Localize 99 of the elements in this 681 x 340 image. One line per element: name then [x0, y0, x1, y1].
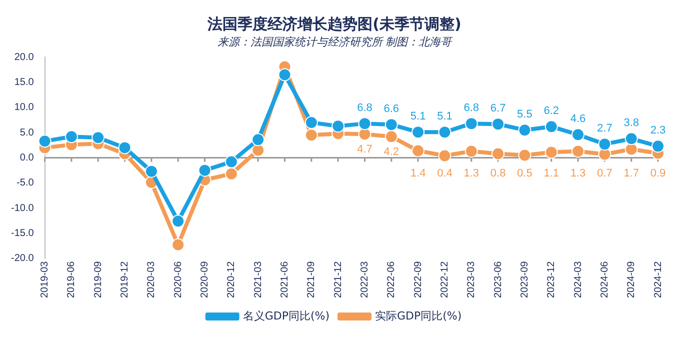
data-label: 0.5: [517, 167, 532, 180]
chart-title: 法国季度经济增长趋势图(未季节调整): [206, 14, 462, 33]
x-tick-label: 2019-06: [66, 260, 78, 298]
x-tick-label: 2023-12: [546, 260, 558, 298]
data-label: 6.8: [357, 102, 372, 114]
x-tick-label: 2023-09: [519, 260, 530, 298]
point: [304, 116, 318, 130]
legend-label: 实际GDP同比(%): [375, 309, 462, 322]
y-tick-label: 5.0: [20, 127, 34, 138]
point: [198, 164, 212, 177]
point: [92, 131, 105, 144]
data-label: 5.5: [517, 108, 532, 121]
point: [624, 132, 638, 146]
x-tick-label: 2020-09: [200, 260, 211, 298]
point: [572, 144, 585, 158]
x-tick-label: 2022-06: [386, 260, 398, 298]
y-tick-label: 15.0: [14, 77, 34, 88]
data-label: 2.7: [597, 122, 612, 135]
x-tick-label: 2021-12: [332, 260, 344, 298]
point: [384, 118, 398, 132]
data-label: 6.2: [544, 105, 560, 118]
point: [438, 126, 452, 139]
x-tick-label: 2024-09: [626, 260, 638, 298]
point: [144, 164, 158, 178]
x-tick-label: 2021-06: [279, 260, 290, 298]
x-tick-label: 2021-09: [306, 260, 318, 298]
point: [572, 128, 585, 142]
point: [252, 144, 265, 157]
data-label: 6.6: [384, 103, 400, 116]
x-tick-label: 2021-03: [252, 260, 264, 298]
point: [624, 142, 638, 156]
legend-label: 名义GDP同比(%): [242, 309, 330, 322]
point: [224, 167, 238, 180]
x-tick-label: 2019-09: [92, 260, 104, 298]
point: [304, 128, 318, 142]
point: [384, 130, 398, 144]
y-tick-label: 20.0: [14, 52, 34, 63]
data-label: 4.7: [357, 144, 372, 156]
point: [224, 155, 238, 168]
data-label: 1.4: [410, 167, 426, 180]
x-tick-label: 2024-12: [652, 260, 664, 298]
point: [492, 147, 505, 160]
point: [598, 138, 612, 151]
point: [518, 124, 532, 137]
data-label: 0.9: [650, 167, 666, 180]
data-label: 0.8: [490, 167, 506, 180]
chart-subtitle: 来源：法国国家统计与经济研究所 制图：北海哥: [217, 35, 454, 48]
x-tick-label: 2020-12: [226, 260, 238, 298]
data-label: 1.1: [544, 167, 560, 180]
data-label: 4.2: [384, 146, 400, 158]
point: [278, 68, 292, 82]
point: [118, 141, 132, 154]
data-label: 1.7: [624, 167, 639, 180]
data-label: 3.8: [624, 117, 639, 130]
y-tick-label: -15.0: [10, 228, 34, 239]
point: [412, 144, 425, 158]
y-tick-label: 10.0: [14, 102, 34, 114]
y-tick-label: -5.0: [16, 178, 34, 189]
point: [358, 128, 372, 141]
data-label: 0.7: [597, 167, 612, 180]
x-tick-label: 2020-03: [146, 260, 158, 298]
x-tick-label: 2023-03: [466, 260, 478, 298]
x-tick-label: 2024-03: [572, 260, 584, 298]
data-label: 6.7: [490, 102, 506, 115]
x-tick-label: 2020-06: [172, 260, 184, 298]
point: [544, 146, 558, 159]
point: [544, 120, 558, 134]
x-tick-label: 2019-12: [120, 260, 131, 298]
point: [38, 134, 52, 148]
point: [252, 133, 265, 146]
x-tick-label: 2022-09: [412, 260, 424, 298]
data-label: 0.4: [437, 167, 452, 180]
point: [464, 117, 478, 130]
point: [64, 130, 78, 144]
data-label: 1.3: [570, 167, 586, 180]
point: [464, 144, 478, 158]
x-tick-label: 2022-12: [439, 260, 450, 298]
point: [518, 148, 532, 162]
data-label: 5.1: [410, 110, 426, 123]
point: [492, 118, 505, 131]
data-label: 5.1: [437, 110, 452, 123]
point: [172, 238, 185, 252]
x-tick-label: 2019-03: [40, 260, 51, 298]
data-label: 1.3: [464, 167, 480, 180]
point: [358, 117, 372, 130]
y-tick-label: 0.0: [20, 152, 34, 164]
y-tick-label: -20.0: [10, 253, 34, 264]
data-label: 2.3: [650, 124, 666, 137]
point: [332, 120, 345, 133]
point: [438, 149, 452, 162]
point: [172, 214, 185, 228]
y-tick-label: -10.0: [10, 202, 34, 214]
x-tick-label: 2024-06: [599, 260, 610, 298]
point: [652, 140, 664, 153]
point: [412, 126, 425, 139]
data-label: 4.6: [570, 113, 586, 126]
data-label: 6.8: [464, 102, 480, 114]
x-tick-label: 2022-03: [359, 260, 370, 298]
x-tick-label: 2023-06: [492, 260, 504, 298]
